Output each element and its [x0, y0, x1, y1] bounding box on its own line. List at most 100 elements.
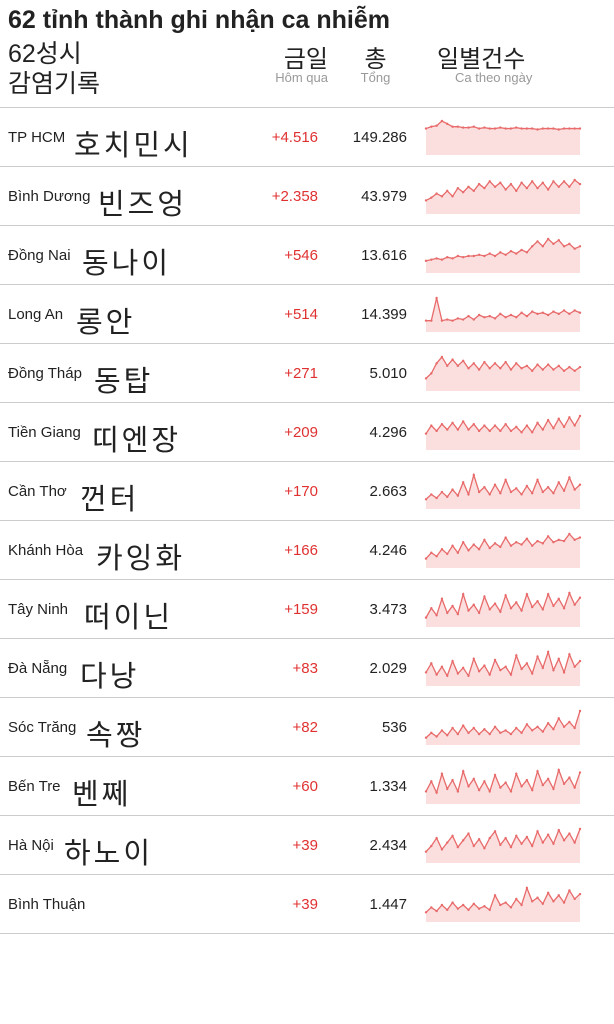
province-vi: Cần Thơ	[8, 483, 67, 500]
title-row: 62 tỉnh thành ghi nhận ca nhiễm	[0, 0, 614, 35]
table-row: Bình Dương 빈즈엉 +2.358 43.979	[0, 167, 614, 226]
province-vi: Đồng Tháp	[8, 365, 82, 382]
header-spark-sub: Ca theo ngày	[437, 70, 593, 85]
sparkline	[413, 826, 593, 866]
province-ko: 속짱	[86, 712, 145, 754]
today-cell: +39	[238, 896, 318, 913]
table-row: TP HCM 호치민시 +4.516 149.286	[0, 108, 614, 167]
table-row: Cần Thơ 껀터 +170 2.663	[0, 462, 614, 521]
sparkline	[413, 118, 593, 158]
table-row: Bình Thuận +39 1.447	[0, 875, 614, 934]
total-cell: 13.616	[318, 247, 413, 264]
total-cell: 4.296	[318, 424, 413, 441]
name-cell: Long An 롱안	[8, 285, 238, 344]
total-cell: 4.246	[318, 542, 413, 559]
name-cell: TP HCM 호치민시	[8, 108, 238, 167]
name-cell: Đồng Nai 동나이	[8, 226, 238, 285]
table-row: Bến Tre 벤쩨 +60 1.334	[0, 757, 614, 816]
province-ko: 띠엔장	[92, 417, 181, 459]
total-cell: 149.286	[318, 129, 413, 146]
today-cell: +159	[238, 601, 318, 618]
province-ko: 카잉화	[96, 535, 185, 577]
province-ko: 떠이닌	[84, 594, 173, 636]
total-cell: 14.399	[318, 306, 413, 323]
page-title: 62 tỉnh thành ghi nhận ca nhiễm	[8, 6, 606, 35]
total-cell: 2.434	[318, 837, 413, 854]
name-cell: Cần Thơ 껀터	[8, 462, 238, 521]
today-cell: +4.516	[238, 129, 318, 146]
sparkline	[413, 649, 593, 689]
header-today-top: 금일	[238, 39, 328, 74]
today-cell: +170	[238, 483, 318, 500]
sparkline	[413, 354, 593, 394]
province-ko: 빈즈엉	[98, 181, 187, 223]
header-left-line1: 62성시	[8, 39, 238, 69]
province-vi: Long An	[8, 306, 63, 323]
province-ko: 벤쩨	[72, 771, 131, 813]
header-left-line2: 감염기록	[8, 69, 238, 99]
table-row: Hà Nội 하노이 +39 2.434	[0, 816, 614, 875]
header-today: 금일 Hôm qua	[238, 39, 328, 85]
header-today-sub: Hôm qua	[238, 70, 328, 85]
today-cell: +39	[238, 837, 318, 854]
table-row: Tiền Giang 띠엔장 +209 4.296	[0, 403, 614, 462]
today-cell: +82	[238, 719, 318, 736]
sparkline	[413, 236, 593, 276]
table-row: Đồng Nai 동나이 +546 13.616	[0, 226, 614, 285]
sparkline	[413, 177, 593, 217]
table-row: Khánh Hòa 카잉화 +166 4.246	[0, 521, 614, 580]
sparkline	[413, 590, 593, 630]
province-ko: 동탑	[94, 358, 153, 400]
province-vi: Hà Nội	[8, 837, 54, 854]
today-cell: +209	[238, 424, 318, 441]
header-left: 62성시 감염기록	[8, 39, 238, 99]
header-spark: 일별건수 Ca theo ngày	[423, 39, 593, 85]
province-ko: 동나이	[82, 240, 171, 282]
province-vi: Tiền Giang	[8, 424, 81, 441]
table-row: Tây Ninh 떠이닌 +159 3.473	[0, 580, 614, 639]
header-total-top: 총	[328, 39, 423, 74]
sparkline	[413, 295, 593, 335]
today-cell: +166	[238, 542, 318, 559]
sparkline	[413, 413, 593, 453]
total-cell: 1.334	[318, 778, 413, 795]
total-cell: 3.473	[318, 601, 413, 618]
table-row: Đồng Tháp 동탑 +271 5.010	[0, 344, 614, 403]
total-cell: 536	[318, 719, 413, 736]
total-cell: 1.447	[318, 896, 413, 913]
sparkline	[413, 472, 593, 512]
today-cell: +514	[238, 306, 318, 323]
table-row: Long An 롱안 +514 14.399	[0, 285, 614, 344]
table-row: Đà Nẵng 다낭 +83 2.029	[0, 639, 614, 698]
header-total-sub: Tổng	[328, 70, 423, 85]
name-cell: Bến Tre 벤쩨	[8, 757, 238, 816]
total-cell: 2.663	[318, 483, 413, 500]
name-cell: Tây Ninh 떠이닌	[8, 580, 238, 639]
today-cell: +271	[238, 365, 318, 382]
province-ko: 호치민시	[74, 122, 193, 164]
sparkline	[413, 885, 593, 925]
total-cell: 2.029	[318, 660, 413, 677]
table-header: 62성시 감염기록 금일 Hôm qua 총 Tổng 일별건수 Ca theo…	[0, 35, 614, 108]
province-ko: 껀터	[80, 476, 139, 518]
header-spark-top: 일별건수	[437, 39, 593, 74]
total-cell: 43.979	[318, 188, 413, 205]
province-vi: Đà Nẵng	[8, 660, 67, 677]
page: 62 tỉnh thành ghi nhận ca nhiễm 62성시 감염기…	[0, 0, 614, 934]
province-vi: Khánh Hòa	[8, 542, 83, 559]
name-cell: Bình Dương 빈즈엉	[8, 167, 238, 226]
today-cell: +2.358	[238, 188, 318, 205]
province-ko: 다낭	[80, 653, 139, 695]
province-vi: Bến Tre	[8, 778, 61, 795]
sparkline	[413, 531, 593, 571]
name-cell: Hà Nội 하노이	[8, 816, 238, 875]
total-cell: 5.010	[318, 365, 413, 382]
today-cell: +83	[238, 660, 318, 677]
today-cell: +546	[238, 247, 318, 264]
name-cell: Tiền Giang 띠엔장	[8, 403, 238, 462]
province-vi: Đồng Nai	[8, 247, 71, 264]
sparkline	[413, 767, 593, 807]
name-cell: Sóc Trăng 속짱	[8, 698, 238, 757]
name-cell: Bình Thuận	[8, 875, 238, 934]
province-vi: Bình Thuận	[8, 896, 85, 913]
